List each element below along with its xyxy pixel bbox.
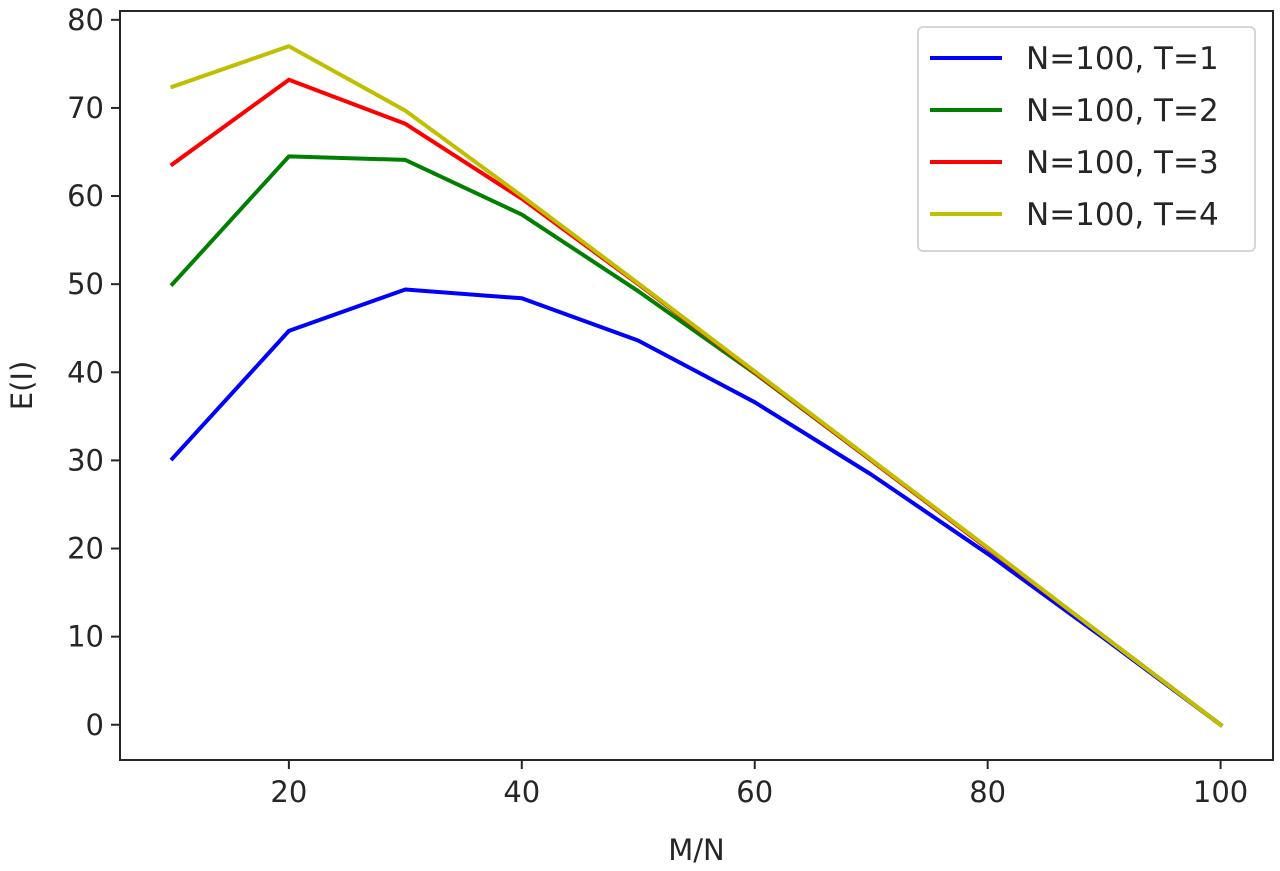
y-tick-label: 20 xyxy=(67,532,104,566)
plot-frame xyxy=(119,10,1274,761)
legend-label-2: N=100, T=2 xyxy=(1026,93,1219,129)
y-tick-label: 30 xyxy=(67,443,104,477)
legend: N=100, T=1 N=100, T=2 N=100, T=3 N=100, T=4 xyxy=(917,26,1256,252)
x-axis-ticks: 20 40 60 80 100 xyxy=(270,760,1248,809)
y-tick-label: 80 xyxy=(67,3,104,37)
legend-label-1: N=100, T=1 xyxy=(1026,41,1219,77)
x-axis-label: M/N xyxy=(668,833,725,867)
x-tick-label: 100 xyxy=(1193,775,1248,809)
y-tick-label: 10 xyxy=(67,620,104,654)
x-tick-label: 60 xyxy=(736,775,773,809)
legend-label-4: N=100, T=4 xyxy=(1026,197,1219,233)
y-tick-label: 0 xyxy=(86,708,104,742)
legend-box xyxy=(917,26,1256,252)
series-layer xyxy=(169,44,1224,728)
y-tick-label: 70 xyxy=(67,91,104,125)
legend-label-3: N=100, T=3 xyxy=(1026,145,1219,181)
y-tick-label: 60 xyxy=(67,179,104,213)
x-tick-label: 80 xyxy=(969,775,1006,809)
series-line-1 xyxy=(169,287,1224,728)
y-tick-label: 40 xyxy=(67,355,104,389)
y-axis-ticks: 0 10 20 30 40 50 60 70 80 xyxy=(67,3,120,742)
y-axis-label: E(I) xyxy=(5,361,39,411)
x-tick-label: 40 xyxy=(503,775,540,809)
x-tick-label: 20 xyxy=(270,775,307,809)
y-tick-label: 50 xyxy=(67,267,104,301)
series-line-4 xyxy=(169,44,1224,728)
